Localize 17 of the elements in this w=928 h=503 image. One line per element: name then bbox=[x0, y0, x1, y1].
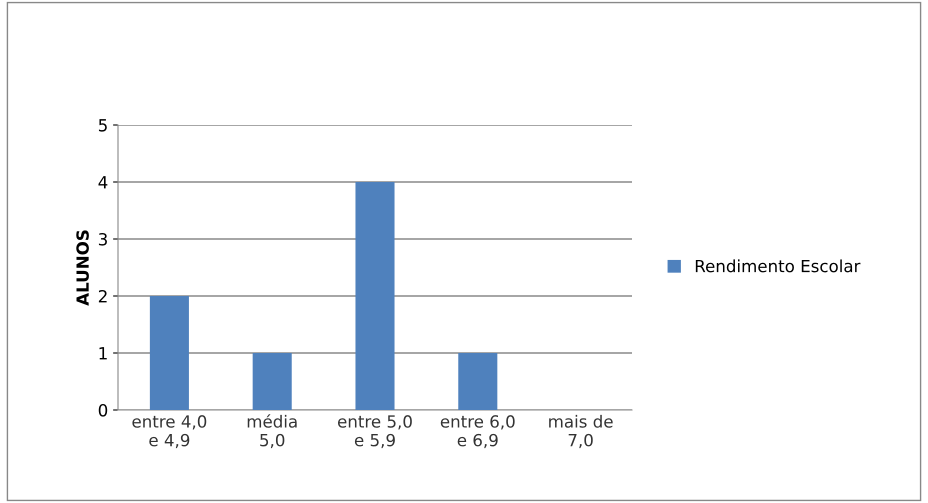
bar bbox=[150, 296, 189, 410]
y-tick-label: 5 bbox=[98, 119, 107, 132]
bar bbox=[458, 353, 498, 410]
x-tick-label: entre 4,0 e 4,9 bbox=[132, 415, 206, 448]
x-tick-label: entre 6,0 e 6,9 bbox=[440, 415, 515, 448]
bar bbox=[252, 353, 292, 410]
legend-label: Rendimento Escolar bbox=[696, 259, 860, 272]
y-tick-label: 1 bbox=[100, 347, 107, 360]
y-tick-label: 0 bbox=[98, 404, 108, 417]
x-tick-label: média 5,0 bbox=[248, 414, 297, 448]
y-tick-label: 4 bbox=[98, 176, 108, 188]
y-axis-title: ALUNOS bbox=[76, 230, 89, 306]
x-tick-label: mais de 7,0 bbox=[549, 414, 613, 448]
bar bbox=[355, 182, 395, 410]
x-tick-label: entre 5,0 e 5,9 bbox=[338, 415, 412, 448]
y-tick-label: 2 bbox=[98, 290, 107, 302]
y-tick-label: 3 bbox=[98, 232, 107, 246]
